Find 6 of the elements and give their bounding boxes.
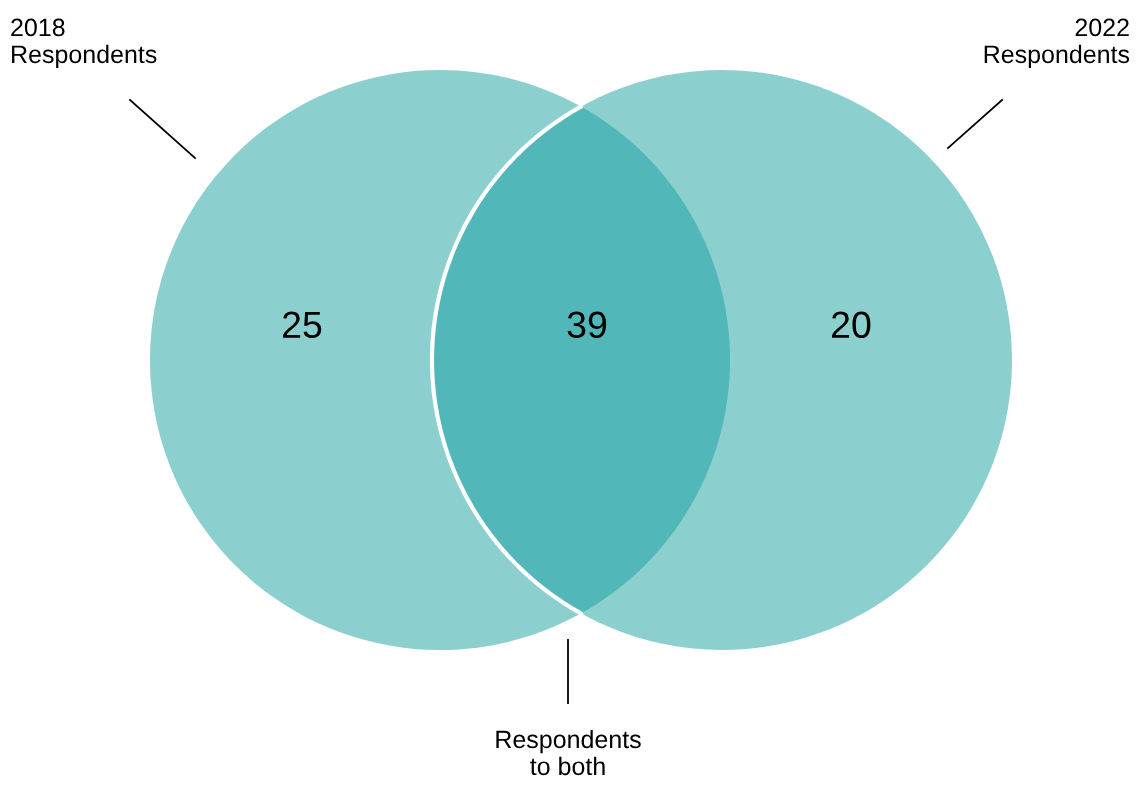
category-label: 2018 Respondents [11,18,157,69]
data-label: 25 [283,311,322,339]
data-label: 20 [832,311,871,339]
category-label: Respondents to both [496,729,641,776]
category-label: 2022 Respondents [984,18,1130,69]
data-label: 39 [567,311,607,339]
